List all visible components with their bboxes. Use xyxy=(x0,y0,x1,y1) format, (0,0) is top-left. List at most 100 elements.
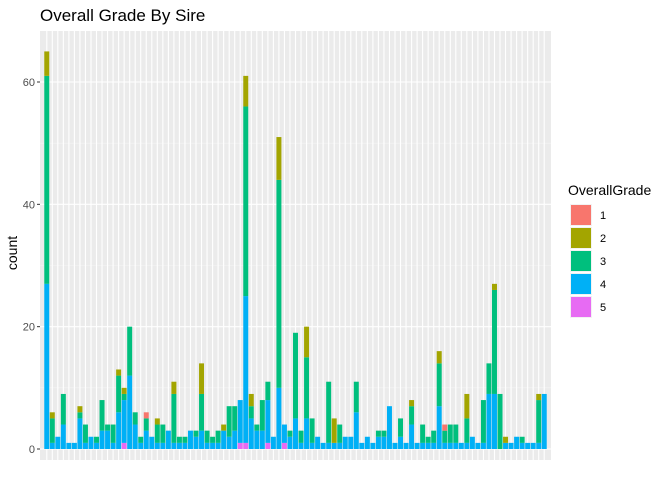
bar-segment-grade-2 xyxy=(171,381,177,394)
bar-segment-grade-4 xyxy=(265,400,271,443)
bar-segment-grade-3 xyxy=(353,381,359,413)
bar-segment-grade-4 xyxy=(337,442,343,449)
bar-segment-grade-4 xyxy=(359,442,365,449)
bar-segment-grade-4 xyxy=(110,442,116,449)
bar-segment-grade-3 xyxy=(464,418,470,443)
bar-segment-grade-4 xyxy=(304,418,310,449)
bar-segment-grade-2 xyxy=(409,400,415,407)
y-axis: 0 20 40 60 xyxy=(23,77,40,456)
bar-segment-grade-3 xyxy=(442,430,448,443)
legend: OverallGrade 1 2 3 4 5 xyxy=(568,182,651,318)
bar-segment-grade-4 xyxy=(276,387,282,449)
bar-segment-grade-4 xyxy=(298,442,304,449)
bar-segment-grade-3 xyxy=(381,430,387,437)
legend-swatch-5 xyxy=(571,297,591,317)
bar-segment-grade-3 xyxy=(226,406,232,437)
legend-swatch-2 xyxy=(571,228,591,248)
bar-segment-grade-3 xyxy=(127,326,133,376)
bar-segment-grade-3 xyxy=(425,436,431,443)
bar-segment-grade-3 xyxy=(298,430,304,443)
bar-segment-grade-4 xyxy=(331,442,337,449)
bar-segment-grade-3 xyxy=(116,375,122,413)
bar-segment-grade-3 xyxy=(431,430,437,443)
bar-segment-grade-4 xyxy=(469,436,475,449)
bar-segment-grade-4 xyxy=(541,393,547,449)
bar-segment-grade-3 xyxy=(232,406,238,431)
chart-title: Overall Grade By Sire xyxy=(40,6,205,25)
bar-segment-grade-4 xyxy=(82,442,88,449)
bar-segment-grade-4 xyxy=(71,442,77,449)
bar-segment-grade-3 xyxy=(132,412,138,425)
bar-segment-grade-4 xyxy=(270,436,276,449)
bar-segment-grade-4 xyxy=(342,436,348,449)
bar-segment-grade-3 xyxy=(447,424,453,443)
bar-segment-grade-3 xyxy=(204,430,210,443)
bar-segment-grade-4 xyxy=(44,283,50,449)
bar-segment-grade-3 xyxy=(243,106,249,297)
bar-segment-grade-4 xyxy=(353,412,359,449)
bar-segment-grade-4 xyxy=(165,430,171,449)
bar-segment-grade-4 xyxy=(370,442,376,449)
bar-segment-grade-4 xyxy=(420,442,426,449)
bar-segment-grade-2 xyxy=(49,412,55,419)
bar-segment-grade-3 xyxy=(398,418,404,437)
bar-segment-grade-4 xyxy=(176,442,182,449)
bar-segment-grade-2 xyxy=(243,75,249,107)
bar-segment-grade-4 xyxy=(442,442,448,449)
bar-segment-grade-4 xyxy=(375,436,381,449)
bar-segment-grade-4 xyxy=(530,442,536,449)
bar-segment-grade-3 xyxy=(304,357,310,419)
bar-segment-grade-4 xyxy=(281,424,287,443)
y-tick-label: 40 xyxy=(23,199,35,211)
bar-segment-grade-4 xyxy=(458,442,464,449)
bar-segment-grade-2 xyxy=(503,436,509,443)
bar-segment-grade-3 xyxy=(536,400,542,443)
bar-segment-grade-4 xyxy=(127,375,133,449)
bar-segment-grade-5 xyxy=(121,442,127,449)
bar-segment-grade-4 xyxy=(204,442,210,449)
bar-segment-grade-4 xyxy=(519,442,525,449)
bar-segment-grade-4 xyxy=(398,436,404,449)
bar-segment-grade-4 xyxy=(525,442,531,449)
bar-segment-grade-3 xyxy=(326,381,332,443)
bar-segment-grade-3 xyxy=(160,424,166,443)
bar-segment-grade-3 xyxy=(105,424,111,431)
bar-segment-grade-2 xyxy=(492,283,497,290)
bar-segment-grade-3 xyxy=(199,393,205,431)
bar-segment-grade-4 xyxy=(88,436,94,449)
bar-segment-grade-4 xyxy=(508,442,514,449)
bar-segment-grade-3 xyxy=(44,75,50,284)
bar-segment-grade-4 xyxy=(259,430,265,449)
bar-segment-grade-5 xyxy=(243,442,249,449)
bar-segment-grade-2 xyxy=(248,393,254,407)
bar-segment-grade-4 xyxy=(66,442,72,449)
bar-segment-grade-4 xyxy=(105,430,111,449)
bar-segment-grade-4 xyxy=(60,424,66,449)
bar-segment-grade-4 xyxy=(226,436,232,449)
bar-segment-grade-4 xyxy=(138,442,144,449)
bar-segment-grade-4 xyxy=(287,436,293,449)
bar-segment-grade-5 xyxy=(237,442,243,449)
bar-segment-grade-4 xyxy=(193,436,199,449)
bar-segment-grade-3 xyxy=(143,418,149,431)
bar-segment-grade-3 xyxy=(94,436,99,443)
bar-segment-grade-4 xyxy=(293,418,298,449)
bar-segment-grade-3 xyxy=(154,424,160,443)
bar-segment-grade-4 xyxy=(160,442,166,449)
bar-segment-grade-3 xyxy=(409,406,415,425)
bar-segment-grade-3 xyxy=(215,430,221,443)
bar-segment-grade-4 xyxy=(237,400,243,443)
bar-segment-grade-3 xyxy=(82,424,88,443)
bar-segment-grade-3 xyxy=(77,412,83,419)
bar-segment-grade-3 xyxy=(265,381,271,401)
bar-segment-grade-5 xyxy=(281,442,287,449)
bar-segment-grade-4 xyxy=(232,430,238,449)
bar-segment-grade-3 xyxy=(519,436,525,443)
bar-segment-grade-4 xyxy=(447,442,453,449)
bar-segment-grade-4 xyxy=(143,430,149,449)
bar-segment-grade-4 xyxy=(132,424,138,449)
bar-segment-grade-3 xyxy=(254,424,260,431)
bar-segment-grade-4 xyxy=(425,442,431,449)
bar-segment-grade-3 xyxy=(259,400,265,431)
bar-segment-grade-4 xyxy=(392,442,398,449)
